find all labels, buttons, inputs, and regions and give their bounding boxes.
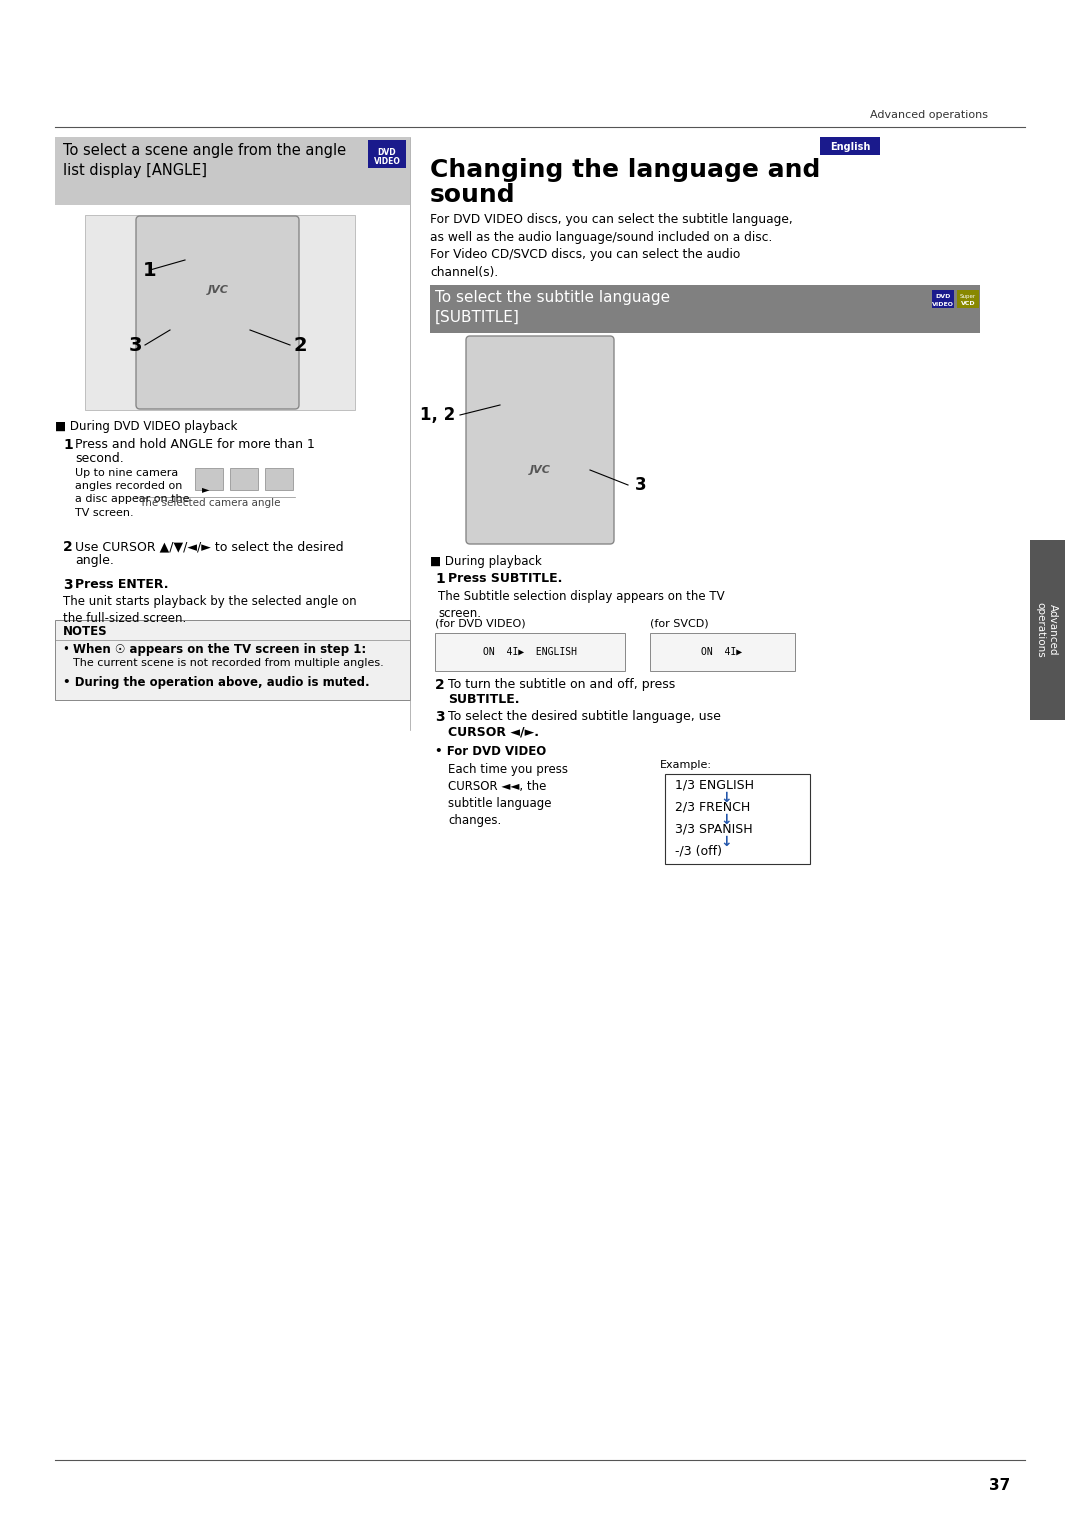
FancyBboxPatch shape — [136, 215, 299, 410]
Text: JVC: JVC — [207, 286, 229, 295]
Text: ON  4I▶  ENGLISH: ON 4I▶ ENGLISH — [483, 646, 577, 657]
Text: DVD: DVD — [378, 148, 396, 157]
Text: To select a scene angle from the angle
list display [ANGLE]: To select a scene angle from the angle l… — [63, 144, 346, 177]
Text: angle.: angle. — [75, 555, 113, 567]
Text: Example:: Example: — [660, 759, 712, 770]
Text: 3: 3 — [635, 477, 647, 494]
Text: 37: 37 — [989, 1478, 1011, 1493]
Text: • During the operation above, audio is muted.: • During the operation above, audio is m… — [63, 675, 369, 689]
FancyBboxPatch shape — [650, 633, 795, 671]
Text: The selected camera angle: The selected camera angle — [139, 498, 281, 507]
Text: Each time you press
CURSOR ◄◄, the
subtitle language
changes.: Each time you press CURSOR ◄◄, the subti… — [448, 762, 568, 827]
Text: 3: 3 — [435, 711, 445, 724]
FancyBboxPatch shape — [368, 141, 406, 168]
FancyBboxPatch shape — [435, 633, 625, 671]
Text: Advanced operations: Advanced operations — [870, 110, 988, 121]
Text: CURSOR ◄/►.: CURSOR ◄/►. — [448, 724, 539, 738]
Text: 3: 3 — [63, 578, 72, 591]
Text: For DVD VIDEO discs, you can select the subtitle language,
as well as the audio : For DVD VIDEO discs, you can select the … — [430, 212, 793, 278]
Text: JVC: JVC — [529, 465, 551, 475]
FancyBboxPatch shape — [55, 620, 410, 700]
Text: English: English — [829, 142, 870, 151]
Text: -/3 (off): -/3 (off) — [675, 843, 723, 857]
FancyBboxPatch shape — [430, 286, 980, 333]
Text: 3: 3 — [129, 336, 141, 354]
Text: 1: 1 — [144, 260, 157, 280]
Text: ↓: ↓ — [720, 834, 731, 850]
Text: SUBTITLE.: SUBTITLE. — [448, 694, 519, 706]
Text: ↓: ↓ — [720, 813, 731, 827]
Text: Press SUBTITLE.: Press SUBTITLE. — [448, 571, 563, 585]
Text: The Subtitle selection display appears on the TV
screen.: The Subtitle selection display appears o… — [438, 590, 725, 620]
Text: Up to nine camera
angles recorded on
a disc appear on the
TV screen.: Up to nine camera angles recorded on a d… — [75, 468, 189, 518]
Text: •: • — [63, 643, 73, 656]
Text: 1: 1 — [435, 571, 445, 587]
Text: sound: sound — [430, 183, 515, 206]
Text: (for SVCD): (for SVCD) — [650, 617, 708, 628]
Text: Changing the language and: Changing the language and — [430, 157, 821, 182]
Text: 2: 2 — [293, 336, 307, 354]
Text: 2: 2 — [63, 539, 72, 555]
FancyBboxPatch shape — [55, 138, 410, 205]
FancyBboxPatch shape — [957, 290, 978, 309]
Text: The unit starts playback by the selected angle on
the full-sized screen.: The unit starts playback by the selected… — [63, 594, 356, 625]
Text: VIDEO: VIDEO — [374, 157, 401, 167]
Text: 1, 2: 1, 2 — [420, 406, 455, 423]
Text: (for DVD VIDEO): (for DVD VIDEO) — [435, 617, 526, 628]
Text: The current scene is not recorded from multiple angles.: The current scene is not recorded from m… — [73, 659, 383, 668]
Text: To turn the subtitle on and off, press: To turn the subtitle on and off, press — [448, 678, 675, 691]
Text: • For DVD VIDEO: • For DVD VIDEO — [435, 746, 546, 758]
FancyBboxPatch shape — [1030, 539, 1065, 720]
Text: Use CURSOR ▲/▼/◄/► to select the desired: Use CURSOR ▲/▼/◄/► to select the desired — [75, 539, 343, 553]
Text: second.: second. — [75, 452, 124, 465]
Text: Super: Super — [960, 293, 976, 299]
Text: ►: ► — [202, 484, 210, 494]
FancyBboxPatch shape — [230, 468, 258, 490]
Text: 2: 2 — [435, 678, 445, 692]
Text: VCD: VCD — [961, 301, 975, 306]
Text: To select the subtitle language
[SUBTITLE]: To select the subtitle language [SUBTITL… — [435, 290, 670, 325]
Text: ↓: ↓ — [720, 792, 731, 805]
Text: ■ During DVD VIDEO playback: ■ During DVD VIDEO playback — [55, 420, 238, 432]
Text: When ☉ appears on the TV screen in step 1:: When ☉ appears on the TV screen in step … — [73, 643, 366, 656]
Text: Advanced
operations: Advanced operations — [1036, 602, 1058, 659]
Text: ON  4I▶: ON 4I▶ — [701, 646, 743, 657]
Text: Press ENTER.: Press ENTER. — [75, 578, 168, 591]
FancyBboxPatch shape — [820, 138, 880, 154]
FancyBboxPatch shape — [265, 468, 293, 490]
Text: 2/3 FRENCH: 2/3 FRENCH — [675, 801, 751, 813]
Text: 1: 1 — [63, 439, 72, 452]
Text: DVD: DVD — [935, 293, 950, 299]
Text: 3/3 SPANISH: 3/3 SPANISH — [675, 822, 753, 834]
FancyBboxPatch shape — [932, 290, 954, 309]
Text: VIDEO: VIDEO — [932, 303, 954, 307]
FancyBboxPatch shape — [465, 336, 615, 544]
Text: ■ During playback: ■ During playback — [430, 555, 542, 568]
FancyBboxPatch shape — [85, 215, 355, 410]
Text: NOTES: NOTES — [63, 625, 108, 639]
Text: Press and hold ANGLE for more than 1: Press and hold ANGLE for more than 1 — [75, 439, 315, 451]
FancyBboxPatch shape — [195, 468, 222, 490]
Text: 1/3 ENGLISH: 1/3 ENGLISH — [675, 778, 754, 792]
Text: To select the desired subtitle language, use: To select the desired subtitle language,… — [448, 711, 720, 723]
